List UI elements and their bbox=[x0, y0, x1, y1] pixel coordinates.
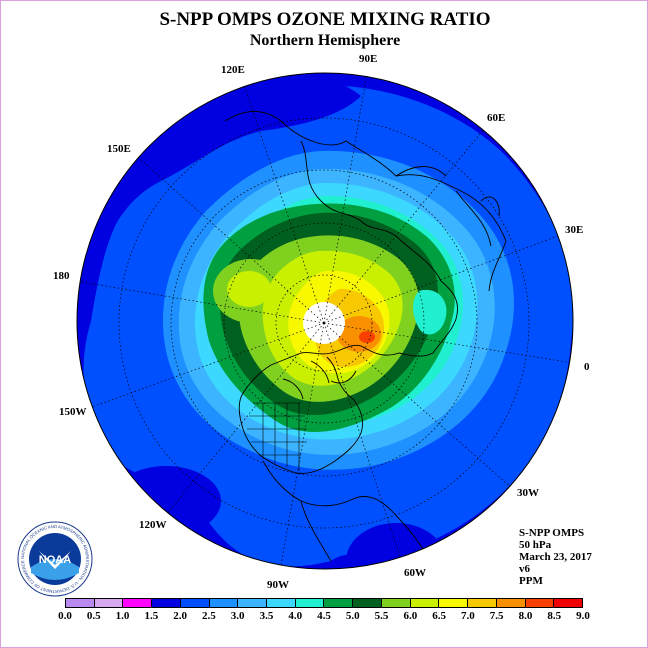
colorbar-swatch bbox=[267, 599, 296, 607]
noaa-logo: NOAA NATIONAL OCEANIC AND ATMOSPHERIC AD… bbox=[17, 521, 93, 597]
colorbar-tick-label: 0.5 bbox=[86, 610, 101, 622]
colorbar-swatch bbox=[209, 599, 239, 607]
info-pressure: 50 hPa bbox=[519, 539, 552, 551]
colorbar-swatch bbox=[123, 599, 153, 607]
colorbar-swatch bbox=[295, 599, 325, 607]
lon-label-120w: 120W bbox=[139, 519, 167, 531]
lon-label-30w: 30W bbox=[517, 487, 539, 499]
lon-label-150e: 150E bbox=[107, 143, 131, 155]
info-instrument: S-NPP OMPS bbox=[519, 527, 585, 539]
colorbar-tick-label: 8.0 bbox=[518, 610, 533, 622]
colorbar-tick-label: 6.5 bbox=[432, 610, 446, 622]
page-subtitle: Northern Hemisphere bbox=[249, 32, 401, 49]
colorbar-swatch bbox=[381, 599, 411, 607]
colorbar-swatch bbox=[324, 599, 354, 607]
info-version: v6 bbox=[519, 563, 530, 575]
colorbar-swatch bbox=[554, 599, 582, 607]
colorbar-tick-label: 2.5 bbox=[202, 610, 216, 622]
colorbar-tick-label: 3.5 bbox=[259, 610, 274, 622]
level-8-5-patch bbox=[359, 331, 375, 343]
colorbar-tick-label: 7.5 bbox=[489, 610, 504, 622]
lon-label-150w: 150W bbox=[59, 406, 87, 418]
colorbar-swatch bbox=[152, 599, 181, 607]
colorbar-tick-label: 8.5 bbox=[547, 610, 562, 622]
info-units: PPM bbox=[519, 575, 543, 587]
us-state-boundaries bbox=[247, 402, 307, 471]
level-8-0-region bbox=[337, 316, 381, 352]
colorbar-swatch bbox=[353, 599, 382, 607]
map-boundary bbox=[76, 72, 574, 570]
lon-label-180: 180 bbox=[53, 270, 70, 282]
colorbar-tick-label: 0.0 bbox=[58, 610, 72, 622]
graticule bbox=[77, 73, 573, 569]
level-6-5-lobe bbox=[227, 271, 271, 307]
colorbar-swatch bbox=[66, 599, 95, 607]
colorbar-tick-label: 2.0 bbox=[173, 610, 187, 622]
lon-label-30e: 30E bbox=[565, 224, 584, 236]
colorbar-tick-label: 4.5 bbox=[317, 610, 331, 622]
level-2-0-patch-east bbox=[346, 523, 446, 569]
colorbar-tick-label: 4.0 bbox=[288, 610, 303, 622]
info-block: S-NPP OMPS 50 hPa March 23, 2017 v6 PPM bbox=[519, 527, 592, 587]
lon-label-0: 0 bbox=[584, 361, 590, 373]
colorbar-swatch bbox=[468, 599, 497, 607]
colorbar bbox=[65, 598, 583, 608]
lon-label-90e: 90E bbox=[359, 53, 378, 65]
page-title: S-NPP OMPS OZONE MIXING RATIO bbox=[159, 9, 491, 30]
info-date: March 23, 2017 bbox=[519, 551, 592, 563]
colorbar-ticks: 0.0 0.5 1.0 1.5 2.0 2.5 3.0 3.5 4.0 4.5 5.0 5.5 6.0 6… bbox=[1, 610, 647, 624]
colorbar-swatch bbox=[496, 599, 526, 607]
colorbar-swatch bbox=[94, 599, 124, 607]
colorbar-swatch bbox=[410, 599, 440, 607]
colorbar-tick-label: 1.5 bbox=[144, 610, 159, 622]
colorbar-swatch bbox=[439, 599, 469, 607]
colorbar-tick-label: 7.0 bbox=[461, 610, 475, 622]
lon-label-120e: 120E bbox=[221, 64, 245, 76]
lon-label-60e: 60E bbox=[487, 112, 506, 124]
colorbar-swatch bbox=[238, 599, 268, 607]
colorbar-swatch bbox=[180, 599, 210, 607]
lon-label-60w: 60W bbox=[404, 567, 426, 579]
noaa-logo-text: NOAA bbox=[39, 554, 71, 566]
colorbar-tick-label: 9.0 bbox=[576, 610, 590, 622]
colorbar-tick-label: 6.0 bbox=[403, 610, 418, 622]
colorbar-tick-label: 1.0 bbox=[115, 610, 130, 622]
colorbar-swatch bbox=[525, 599, 555, 607]
colorbar-tick-label: 5.0 bbox=[345, 610, 360, 622]
lon-label-90w: 90W bbox=[267, 579, 289, 591]
coastlines bbox=[224, 111, 507, 562]
colorbar-tick-label: 5.5 bbox=[374, 610, 389, 622]
colorbar-tick-label: 3.0 bbox=[230, 610, 245, 622]
